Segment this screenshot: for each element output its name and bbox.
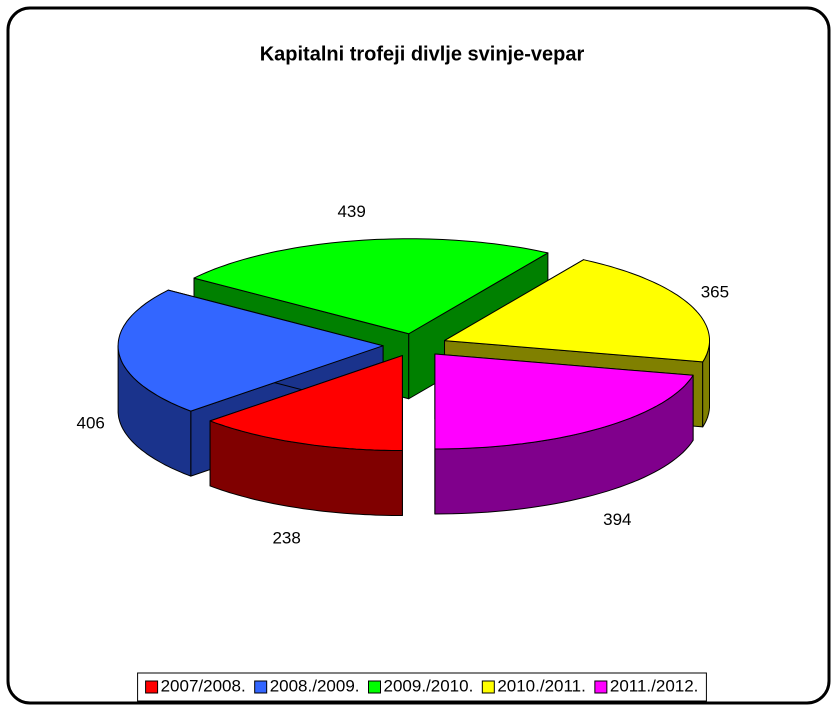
pie-slice: [209, 355, 403, 516]
pie-slice: [434, 353, 694, 515]
legend-label: 2009./2010.: [384, 676, 474, 695]
data-label: 365: [701, 282, 729, 301]
legend-label: 2011./2012.: [610, 676, 699, 695]
legend-swatch: [481, 680, 495, 694]
slice-top: [444, 259, 710, 363]
legend-box: [137, 672, 707, 702]
data-label: 439: [337, 202, 365, 221]
legend-swatch: [594, 680, 608, 694]
legend-swatch: [368, 680, 381, 694]
slice-top: [434, 353, 694, 450]
data-label: 238: [272, 529, 300, 548]
legend-label: 2010./2011.: [497, 676, 586, 695]
slice-top: [117, 289, 384, 412]
legend-swatch: [254, 680, 268, 694]
legend: 2007/2008. 2008./2009. 2009./2010. 2010./20…: [137, 672, 707, 702]
data-label: 406: [77, 413, 105, 432]
legend-label: 2007/2008.: [161, 676, 246, 695]
legend-swatch: [145, 680, 159, 694]
slice-top: [193, 238, 549, 335]
legend-label: 2008./2009.: [270, 676, 360, 695]
data-label: 394: [603, 510, 631, 529]
slice-top: [209, 355, 403, 451]
chart-title: Kapitalni trofeji divlje svinje-vepar: [260, 43, 585, 65]
